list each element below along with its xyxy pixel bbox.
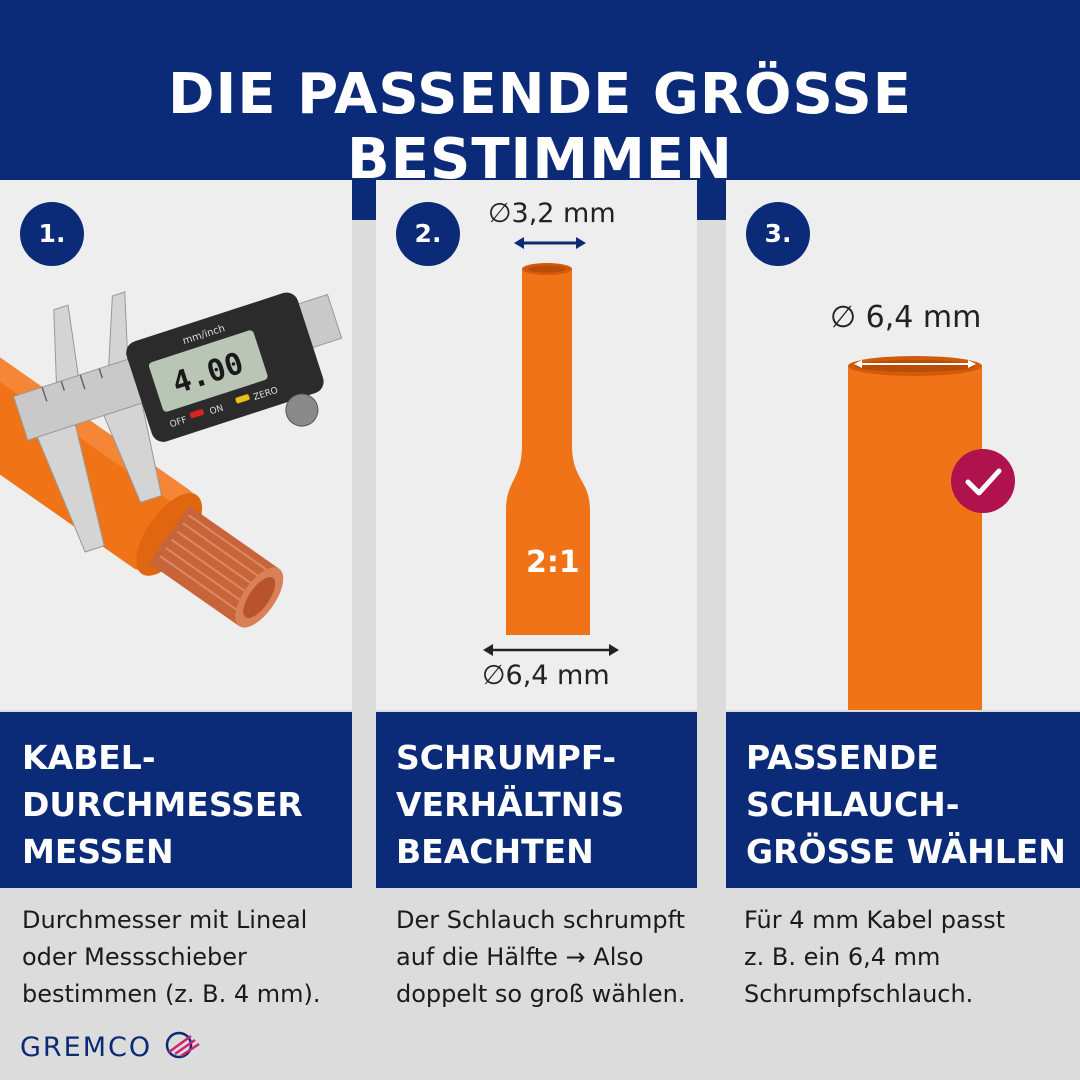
shrink-tube: [848, 366, 982, 710]
top-diameter-label: ∅3,2 mm: [488, 198, 616, 229]
top-diameter-arrow: [514, 237, 586, 249]
step-3-description: Für 4 mm Kabel passt z. B. ein 6,4 mm Sc…: [744, 906, 1006, 1008]
step-3-image-panel: 3. ∅ 6,4 mm: [726, 180, 1080, 710]
tube-diameter-arrow: [854, 360, 976, 368]
caliper-on-label: ON: [209, 403, 225, 417]
step-2-image-panel: 2. ∅3,2 mm 2:1 ∅6,4 mm: [376, 180, 697, 710]
ratio-label: 2:1: [526, 545, 580, 580]
shrink-ratio-illustration: [483, 237, 619, 656]
shrunk-tube: [506, 268, 590, 635]
brand-mark-icon: [166, 1031, 200, 1059]
step-2-description: Der Schlauch schrumpft auf die Hälfte → …: [396, 906, 686, 1008]
step-1-title: KABEL- DURCHMESSER MESSEN: [22, 738, 303, 871]
step-1-title-box: KABEL- DURCHMESSER MESSEN: [0, 712, 352, 888]
step-3-title: PASSENDE SCHLAUCH- GRÖSSE WÄHLEN: [746, 738, 1066, 871]
brand-logo: GREMCO: [20, 1030, 201, 1070]
step-1-image-panel: 1.: [0, 180, 352, 710]
tube-diameter-label: ∅ 6,4 mm: [830, 300, 982, 335]
step-1-number-badge: 1.: [20, 202, 84, 266]
step-3-title-box: PASSENDE SCHLAUCH- GRÖSSE WÄHLEN: [726, 712, 1080, 888]
tube-size-illustration: [848, 356, 1015, 710]
caliper-body: 4.00 mm/inch OFF ON ZERO: [12, 291, 343, 553]
bottom-diameter-label: ∅6,4 mm: [482, 660, 610, 691]
bottom-diameter-arrow: [483, 644, 619, 656]
checkmark-icon: [951, 449, 1015, 513]
step-2-number-badge: 2.: [396, 202, 460, 266]
step-2-title: SCHRUMPF- VERHÄLTNIS BEACHTEN: [396, 738, 625, 871]
step-1-description: Durchmesser mit Lineal oder Messschieber…: [22, 906, 321, 1008]
brand-name: GREMCO: [20, 1032, 153, 1063]
step-2-title-box: SCHRUMPF- VERHÄLTNIS BEACHTEN: [376, 712, 697, 888]
caliper-cable-illustration: 4.00 mm/inch OFF ON ZERO: [0, 291, 343, 628]
step-3-number-badge: 3.: [746, 202, 810, 266]
page-title: DIE PASSENDE GRÖSSE BESTIMMEN: [168, 62, 912, 192]
